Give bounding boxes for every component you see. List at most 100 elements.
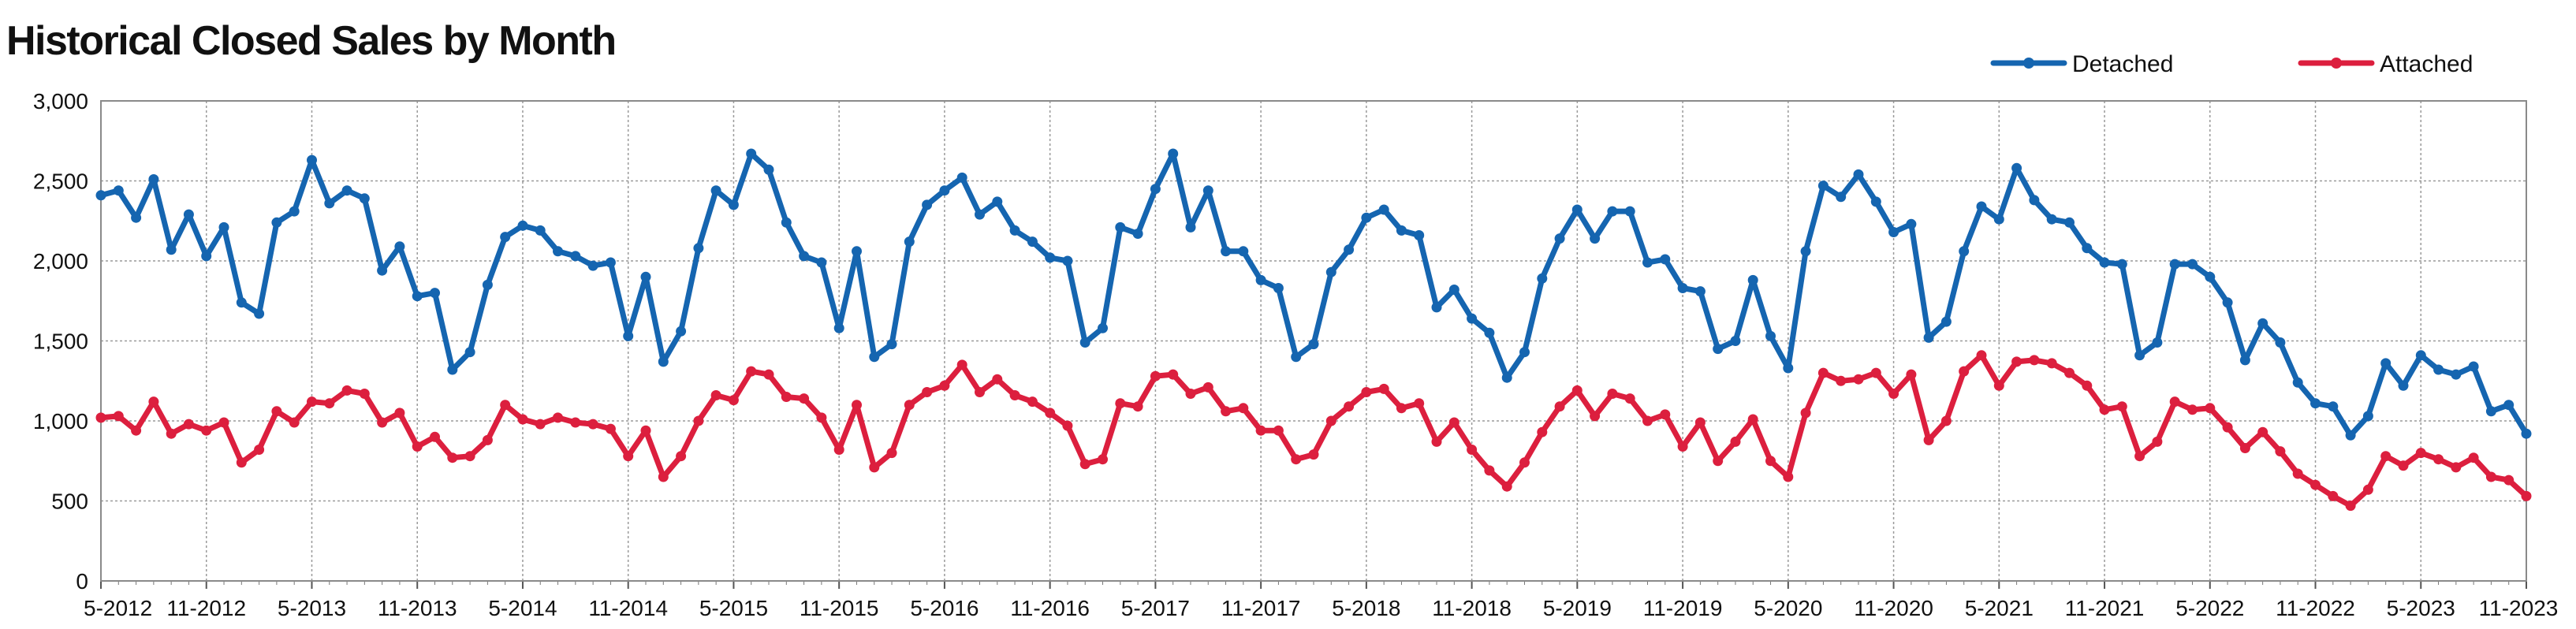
data-point-attached bbox=[1888, 389, 1899, 399]
data-point-attached bbox=[2415, 448, 2426, 459]
y-tick-label: 0 bbox=[76, 569, 88, 594]
data-point-attached bbox=[2134, 451, 2145, 462]
data-point-detached bbox=[992, 196, 1003, 207]
data-point-attached bbox=[1730, 436, 1741, 447]
data-point-detached bbox=[2415, 350, 2426, 361]
data-point-attached bbox=[1185, 389, 1196, 399]
data-point-detached bbox=[2029, 195, 2040, 206]
data-point-detached bbox=[271, 217, 282, 228]
data-point-attached bbox=[1677, 441, 1688, 452]
data-point-detached bbox=[2134, 350, 2145, 361]
data-point-attached bbox=[1115, 398, 1126, 409]
data-point-attached bbox=[201, 425, 212, 436]
data-point-attached bbox=[2222, 422, 2233, 433]
data-point-detached bbox=[2310, 398, 2321, 409]
data-point-attached bbox=[148, 396, 159, 408]
data-point-detached bbox=[95, 190, 106, 201]
data-point-detached bbox=[1115, 221, 1126, 233]
data-point-detached bbox=[2451, 369, 2462, 380]
x-tick-label: 11-2012 bbox=[166, 596, 246, 620]
y-tick-label: 3,000 bbox=[33, 89, 88, 114]
data-point-attached bbox=[1132, 401, 1143, 412]
data-point-attached bbox=[781, 392, 792, 402]
data-point-detached bbox=[1730, 336, 1741, 346]
data-point-detached bbox=[799, 251, 810, 262]
data-point-detached bbox=[676, 326, 687, 337]
data-point-attached bbox=[1817, 367, 1829, 378]
data-point-attached bbox=[728, 395, 739, 406]
data-point-detached bbox=[1448, 285, 1459, 295]
data-point-detached bbox=[535, 225, 546, 236]
data-point-detached bbox=[587, 260, 598, 271]
data-point-detached bbox=[781, 217, 792, 228]
data-point-detached bbox=[430, 288, 440, 299]
data-point-attached bbox=[2503, 475, 2514, 486]
data-point-detached bbox=[464, 347, 475, 358]
data-point-attached bbox=[2116, 401, 2127, 412]
data-point-detached bbox=[2064, 217, 2075, 228]
data-point-attached bbox=[1079, 459, 1090, 470]
data-point-attached bbox=[1238, 403, 1249, 414]
data-point-detached bbox=[2222, 297, 2233, 308]
data-point-detached bbox=[341, 185, 352, 196]
data-point-attached bbox=[904, 400, 915, 411]
data-point-attached bbox=[1291, 454, 1302, 465]
legend-marker-detached bbox=[2023, 58, 2034, 69]
data-point-attached bbox=[1694, 417, 1706, 428]
data-point-attached bbox=[1624, 393, 1635, 404]
data-point-attached bbox=[2345, 501, 2356, 512]
data-point-detached bbox=[2362, 411, 2373, 422]
x-tick-label: 5-2022 bbox=[2175, 596, 2244, 620]
data-point-attached bbox=[658, 471, 669, 482]
data-point-detached bbox=[1713, 344, 1724, 355]
data-point-detached bbox=[1800, 246, 1811, 257]
data-point-attached bbox=[1747, 414, 1758, 425]
data-point-detached bbox=[166, 244, 177, 255]
data-point-attached bbox=[236, 457, 247, 468]
data-point-detached bbox=[2292, 377, 2303, 388]
data-point-detached bbox=[1747, 274, 1758, 285]
x-tick-label: 11-2020 bbox=[1854, 596, 1933, 620]
data-point-attached bbox=[183, 419, 194, 430]
data-point-attached bbox=[2328, 490, 2339, 501]
data-point-attached bbox=[1642, 415, 1653, 426]
data-point-attached bbox=[1590, 411, 1601, 422]
data-point-attached bbox=[922, 387, 933, 397]
legend-marker-attached bbox=[2331, 58, 2342, 69]
data-point-attached bbox=[1940, 415, 1952, 426]
data-point-detached bbox=[746, 148, 757, 159]
data-point-attached bbox=[2152, 436, 2163, 447]
data-point-attached bbox=[307, 396, 317, 408]
legend-label-detached: Detached bbox=[2072, 51, 2173, 77]
x-tick-label: 11-2021 bbox=[2065, 596, 2145, 620]
data-point-detached bbox=[1325, 266, 1336, 277]
data-point-detached bbox=[975, 209, 985, 220]
data-point-detached bbox=[605, 257, 616, 268]
data-point-detached bbox=[693, 243, 704, 254]
data-point-detached bbox=[359, 193, 370, 204]
data-point-attached bbox=[1783, 471, 1794, 482]
data-point-detached bbox=[1519, 347, 1530, 358]
x-tick-label: 11-2017 bbox=[1221, 596, 1301, 620]
data-point-detached bbox=[2116, 259, 2127, 270]
y-tick-label: 1,500 bbox=[33, 329, 88, 354]
data-point-detached bbox=[2239, 355, 2250, 366]
data-point-attached bbox=[517, 414, 528, 425]
data-point-detached bbox=[939, 185, 950, 196]
data-point-attached bbox=[1713, 456, 1724, 467]
data-point-attached bbox=[2169, 396, 2180, 408]
x-tick-label: 11-2016 bbox=[1010, 596, 1090, 620]
data-point-detached bbox=[236, 297, 247, 308]
data-point-attached bbox=[1221, 406, 1232, 417]
data-point-detached bbox=[482, 279, 493, 290]
data-point-attached bbox=[816, 412, 827, 423]
data-point-detached bbox=[113, 185, 124, 196]
data-point-attached bbox=[359, 389, 370, 399]
data-point-detached bbox=[1940, 316, 1952, 327]
x-tick-label: 11-2022 bbox=[2276, 596, 2355, 620]
data-point-detached bbox=[2152, 337, 2163, 348]
data-point-detached bbox=[131, 212, 142, 223]
data-point-detached bbox=[869, 352, 880, 363]
data-point-attached bbox=[2521, 490, 2532, 501]
data-point-attached bbox=[2275, 446, 2286, 457]
